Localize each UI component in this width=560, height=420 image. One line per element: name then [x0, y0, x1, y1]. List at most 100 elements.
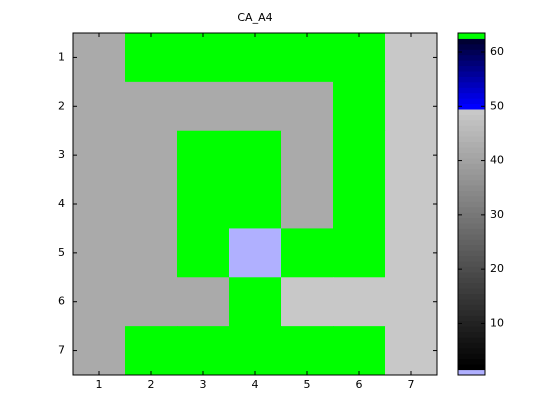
- colorbar-cell: [458, 109, 485, 115]
- cell: [177, 228, 230, 278]
- colorbar-cell: [458, 92, 485, 99]
- colorbar-cell: [458, 43, 485, 50]
- colorbar-cell: [458, 163, 485, 170]
- cell: [281, 326, 334, 376]
- colorbar-cell: [458, 76, 485, 83]
- colorbar-cell: [458, 201, 485, 208]
- colorbar-cell: [458, 103, 485, 110]
- cell: [333, 33, 386, 83]
- cell: [229, 228, 282, 278]
- colorbar-cell: [458, 266, 485, 273]
- y-tick-label: 4: [58, 197, 65, 210]
- cell: [177, 130, 230, 181]
- x-tick-label: 3: [200, 378, 207, 391]
- colorbar-cell: [458, 304, 485, 311]
- cell: [281, 228, 334, 278]
- colorbar-cell: [458, 157, 485, 164]
- cell: [73, 81, 126, 132]
- cell: [281, 130, 334, 181]
- colorbar-cell: [458, 190, 485, 197]
- cell: [333, 326, 386, 376]
- colorbar-cell: [458, 212, 485, 219]
- y-tick-label: 3: [58, 148, 65, 161]
- x-tick-label: 4: [252, 378, 259, 391]
- cell: [333, 277, 386, 327]
- colorbar-tick-label: 20: [490, 262, 504, 275]
- colorbar-tick-label: 30: [490, 208, 504, 221]
- x-tick-label: 1: [96, 378, 103, 391]
- colorbar-cell: [458, 288, 485, 295]
- cell: [229, 326, 282, 376]
- cell: [281, 277, 334, 327]
- colorbar-cell: [458, 49, 485, 56]
- cell: [281, 33, 334, 83]
- colorbar-cell: [458, 309, 485, 316]
- cell: [385, 228, 438, 278]
- chart-title: CA_A4: [237, 11, 272, 24]
- cell: [281, 179, 334, 229]
- colorbar-cell: [458, 337, 485, 343]
- colorbar-cell: [458, 277, 485, 284]
- colorbar-cell: [458, 119, 485, 126]
- colorbar-cell: [458, 228, 485, 235]
- cell: [281, 81, 334, 132]
- colorbar-cell: [458, 217, 485, 224]
- colorbar-cell: [458, 206, 485, 213]
- cell: [73, 33, 126, 83]
- colorbar-cell: [458, 331, 485, 338]
- cell: [73, 228, 126, 278]
- cell: [385, 179, 438, 229]
- colorbar-cell: [458, 342, 485, 349]
- cell: [125, 228, 178, 278]
- colorbar-cell: [458, 299, 485, 305]
- y-tick-label: 7: [58, 344, 65, 357]
- cell: [177, 179, 230, 229]
- colorbar-cell: [458, 114, 485, 121]
- cell: [385, 326, 438, 376]
- colorbar-cell: [458, 54, 485, 61]
- colorbar-cell: [458, 250, 485, 257]
- cell: [73, 326, 126, 376]
- colorbar-cell: [458, 33, 485, 39]
- cell: [333, 228, 386, 278]
- cell: [229, 81, 282, 132]
- colorbar-cell: [458, 271, 485, 278]
- colorbar-cell: [458, 87, 485, 94]
- x-tick-label: 2: [148, 378, 155, 391]
- colorbar-cell: [458, 60, 485, 67]
- colorbar-cell: [458, 315, 485, 322]
- y-tick-label: 6: [58, 295, 65, 308]
- colorbar-cell: [458, 65, 485, 72]
- colorbar-cell: [458, 152, 485, 159]
- colorbar-cell: [458, 244, 485, 251]
- colorbar-cell: [458, 239, 485, 246]
- cell: [385, 277, 438, 327]
- cell: [73, 277, 126, 327]
- colorbar-cell: [458, 81, 485, 88]
- colorbar-cell: [458, 130, 485, 137]
- y-tick-label: 2: [58, 99, 65, 112]
- colorbar-cell: [458, 282, 485, 289]
- cell: [229, 179, 282, 229]
- cell: [177, 326, 230, 376]
- colorbar-cell: [458, 369, 485, 376]
- cell: [333, 130, 386, 181]
- cell: [333, 81, 386, 132]
- cell: [125, 179, 178, 229]
- cell: [73, 179, 126, 229]
- colorbar-cell: [458, 185, 485, 191]
- cell: [125, 326, 178, 376]
- colorbar-cell: [458, 141, 485, 148]
- cell: [229, 277, 282, 327]
- cell: [177, 33, 230, 83]
- colorbar-cell: [458, 347, 485, 354]
- cell: [229, 130, 282, 181]
- cell: [177, 277, 230, 327]
- colorbar-cell: [458, 358, 485, 365]
- x-tick-label: 7: [408, 378, 415, 391]
- y-tick-label: 1: [58, 50, 65, 63]
- cell: [177, 81, 230, 132]
- colorbar-cell: [458, 136, 485, 143]
- colorbar-cell: [458, 223, 485, 229]
